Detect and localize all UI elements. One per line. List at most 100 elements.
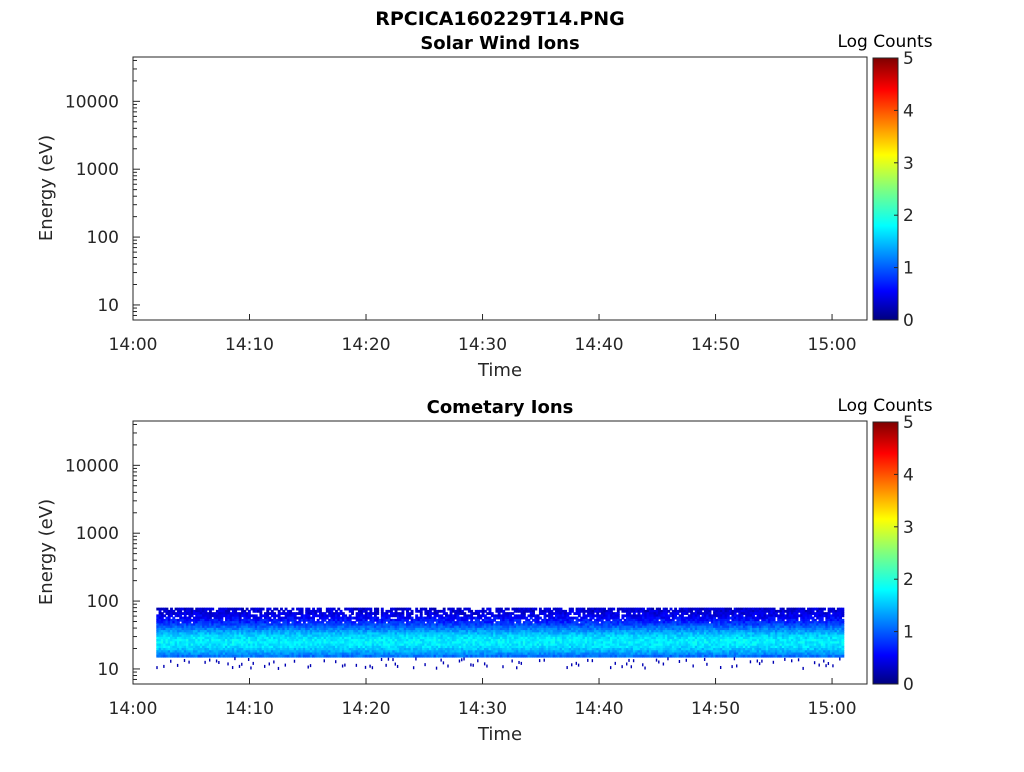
spectrogram-cell [209, 659, 210, 662]
spectrogram-cell [177, 664, 178, 667]
spectrogram-cell [376, 612, 379, 615]
spectrogram-cell [310, 664, 311, 667]
solar-wind-colorbar [873, 58, 898, 320]
spectrogram-cell [156, 666, 157, 669]
spectrogram-cell [188, 661, 189, 664]
solar-wind-ytick-label: 10 [97, 296, 119, 316]
spectrogram-cell [392, 658, 393, 661]
solar-wind-xtick-label: 14:10 [225, 335, 274, 355]
solar-wind-xtick-label: 14:40 [575, 335, 624, 355]
spectrogram-cell [397, 665, 398, 668]
spectrogram-cell [644, 667, 645, 670]
spectrogram-cell [576, 662, 577, 665]
spectrogram-cell [518, 661, 519, 664]
spectrogram-cell [324, 659, 325, 662]
spectrogram-cell [440, 659, 441, 662]
spectrogram-cell [170, 660, 171, 663]
spectrogram-cell [521, 662, 522, 665]
solar-wind-colorbar-tick-label: 2 [903, 206, 914, 226]
solar-wind-xtick-label: 14:50 [691, 335, 740, 355]
spectrogram-cell [628, 659, 629, 662]
solar-wind-xtick-label: 14:00 [109, 335, 158, 355]
spectrogram-cell [342, 665, 343, 668]
spectrogram-cell [372, 666, 373, 669]
spectrogram-cell [447, 665, 448, 668]
spectrogram-cell [587, 659, 588, 662]
spectrogram-cell [273, 660, 274, 663]
spectrogram-cell [571, 663, 572, 666]
solar-wind-colorbar-tick-label: 3 [903, 154, 914, 174]
spectrogram-cell [369, 665, 370, 668]
spectrogram-cell [463, 657, 464, 660]
spectrogram-cell [227, 662, 228, 665]
spectrogram-cell [459, 660, 460, 663]
spectrogram-cell [291, 608, 294, 611]
spectrogram-cell [473, 664, 474, 667]
solar-wind-colorbar-tick-label: 1 [903, 259, 914, 279]
spectrogram-cell [592, 659, 593, 662]
spectrogram-cell [356, 664, 357, 667]
spectrogram-cell [395, 663, 396, 666]
spectrogram-cell [663, 663, 664, 666]
solar-wind-xtick-label: 15:00 [808, 335, 857, 355]
spectrogram-cell [204, 661, 205, 664]
spectrogram-cell [656, 659, 657, 662]
spectrogram-cell [239, 665, 240, 668]
spectrogram-cell [163, 665, 164, 668]
solar-wind-ytick-label: 1000 [76, 160, 119, 180]
spectrogram-cell [612, 608, 615, 611]
spectrogram-cell [615, 662, 616, 665]
spectrogram-cell [610, 666, 611, 669]
spectrogram-cell [184, 659, 185, 662]
spectrogram-cell [365, 666, 366, 669]
solar-wind-colorbar-tick-label: 5 [903, 49, 914, 69]
solar-wind-colorbar-tick-label: 4 [903, 101, 914, 121]
spectrogram-cell [218, 661, 219, 664]
spectrogram-cell [216, 660, 217, 663]
solar-wind-xtick-label: 14:20 [342, 335, 391, 355]
spectrogram-cell [411, 612, 414, 615]
spectrogram-cell [566, 666, 567, 669]
spectrogram-cell [351, 612, 354, 615]
spectrogram-cell [507, 608, 510, 611]
spectrogram-cell [294, 660, 295, 663]
spectrogram-cell [516, 666, 517, 669]
spectrogram-cell [539, 659, 540, 662]
spectrogram-cell [484, 662, 485, 665]
spectrogram-cell [633, 659, 634, 662]
solar-wind-title: Solar Wind Ions [420, 33, 579, 54]
spectrogram-cell [534, 608, 537, 611]
spectrogram-cell [658, 661, 659, 664]
spectrogram-cell [686, 659, 687, 662]
spectrogram-cell [424, 663, 425, 666]
spectrogram-cell [278, 667, 279, 670]
spectrogram-cell [344, 664, 345, 667]
spectrogram-cell [269, 662, 270, 665]
solar-wind-ytick-label: 100 [87, 228, 119, 248]
spectrogram-cell [264, 665, 265, 668]
figure-title: RPCICA160229T14.PNG [375, 8, 625, 30]
solar-wind-xtick-label: 14:30 [458, 335, 507, 355]
spectrogram-cell [253, 662, 254, 665]
spectrogram-cell [388, 658, 389, 661]
solar-wind-panel: Solar Wind Ions 14:00 14:10 14:20 14:30 14:4… [36, 32, 933, 381]
solar-wind-colorbar-label: Log Counts [837, 32, 932, 52]
spectrogram-cell [308, 666, 309, 669]
spectrogram-cell [679, 660, 680, 663]
spectrogram-cell [443, 661, 444, 664]
spectrogram-cell [578, 664, 579, 667]
spectrogram-cell [470, 663, 471, 666]
solar-wind-ytick-label: 10000 [65, 92, 119, 112]
spectrogram-cell [415, 658, 416, 661]
spectrogram-cell [621, 665, 622, 668]
spectrogram-cell [477, 659, 478, 662]
spectrogram-cell [234, 657, 235, 660]
spectrogram-cell [241, 663, 242, 666]
spectrogram-cell [335, 660, 336, 663]
spectrogram-cell [211, 608, 214, 611]
spectrogram-cell [413, 666, 414, 669]
spectrogram-cell [285, 664, 286, 667]
spectrogram-cell [381, 658, 382, 661]
cometary-title: Cometary Ions [427, 397, 574, 418]
